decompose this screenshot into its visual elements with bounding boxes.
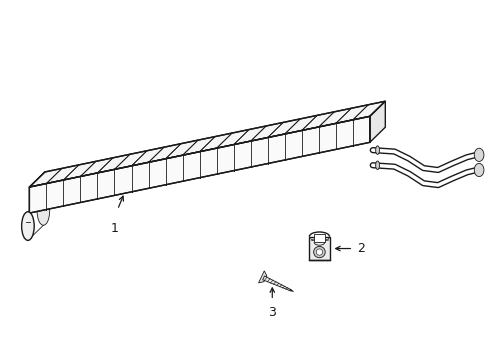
Ellipse shape — [375, 146, 379, 154]
Ellipse shape — [375, 161, 379, 170]
Ellipse shape — [473, 163, 483, 177]
Polygon shape — [369, 101, 385, 142]
Polygon shape — [258, 271, 266, 283]
Text: 1: 1 — [111, 222, 119, 235]
Polygon shape — [29, 101, 385, 187]
Ellipse shape — [21, 212, 34, 240]
Ellipse shape — [37, 197, 50, 225]
Polygon shape — [29, 116, 369, 213]
Circle shape — [313, 246, 325, 258]
Text: 2: 2 — [356, 242, 364, 255]
Text: 3: 3 — [268, 306, 276, 319]
Polygon shape — [308, 237, 329, 260]
Ellipse shape — [473, 148, 483, 162]
Polygon shape — [313, 234, 324, 242]
Polygon shape — [262, 276, 290, 291]
Circle shape — [316, 249, 322, 255]
